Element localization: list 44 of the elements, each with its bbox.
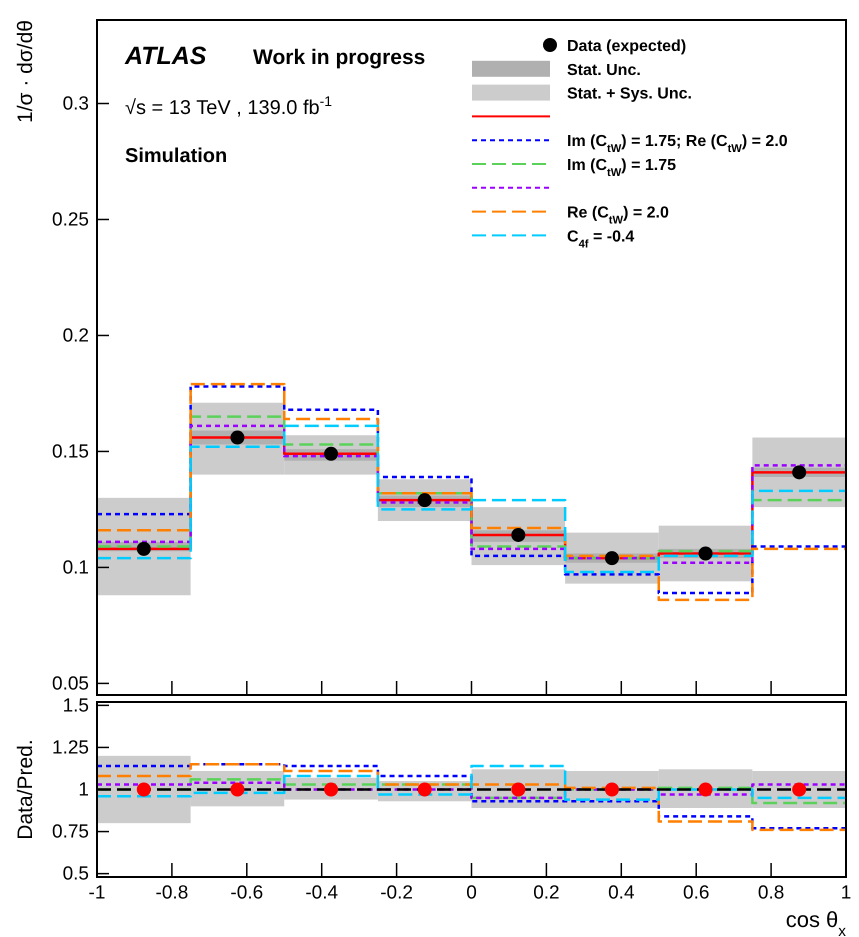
y-tick-label: 0.3 — [62, 94, 89, 115]
x-tick-label: 0.6 — [682, 882, 710, 904]
annotation: ATLAS — [124, 42, 207, 70]
x-tick-label: 0.2 — [533, 882, 560, 904]
annotation: Simulation — [125, 145, 228, 167]
legend-label: Stat. + Sys. Unc. — [567, 86, 692, 103]
x-tick-label: 0.8 — [758, 882, 784, 904]
x-tick-label: -0.6 — [230, 882, 264, 904]
x-tick-label: -0.8 — [156, 882, 188, 904]
legend-label: Im (C$_{tW}$) = 1.75; Re (C$_{tW}$) = 2.0 — [567, 133, 788, 156]
x-tick-label: -1 — [88, 882, 106, 904]
y-tick-label: 1 — [78, 780, 89, 801]
annotation: √s = 13 TeV , 139.0 fb$^{-1}$ — [125, 93, 332, 119]
point — [511, 528, 526, 542]
annotation: Work in progress — [253, 46, 426, 69]
x-tick-label: -0.4 — [305, 882, 338, 904]
point — [324, 446, 338, 461]
y-tick-label: 1.5 — [62, 695, 89, 716]
y-axis-title: Data/Pred. — [14, 739, 37, 840]
y-tick-label: 0.15 — [52, 442, 89, 463]
y-tick-label: 0.1 — [62, 558, 89, 579]
y-axis-title: 1/σ · dσ/dθ — [14, 20, 37, 123]
y-tick-label: 0.05 — [52, 673, 89, 694]
y-tick-label: 0.25 — [52, 210, 89, 231]
point — [230, 430, 244, 445]
legend-label: Stat. Unc. — [567, 62, 641, 79]
point — [698, 546, 713, 561]
point — [136, 542, 151, 556]
y-tick-label: 1.25 — [52, 738, 89, 759]
legend-label: C$_{4f}$ = -0.4 — [567, 228, 634, 250]
y-tick-label: 0.2 — [62, 326, 89, 347]
point — [604, 551, 619, 566]
point — [792, 465, 806, 480]
x-tick-label: 0.4 — [608, 882, 635, 904]
point — [418, 493, 432, 508]
x-tick-label: 0 — [466, 882, 477, 904]
x-tick-label: 1 — [840, 882, 852, 904]
legend-label: Re (C$_{tW}$) = 2.0 — [567, 204, 669, 227]
legend-label: Data (expected) — [567, 38, 686, 55]
y-tick-label: 0.75 — [52, 822, 89, 843]
x-axis-title: cos θ$_{x}$ — [786, 907, 846, 937]
x-tick-label: -0.2 — [380, 882, 413, 904]
y-tick-label: 0.5 — [62, 864, 89, 885]
legend-label: Im (C$_{tW}$) = 1.75 — [567, 157, 676, 179]
